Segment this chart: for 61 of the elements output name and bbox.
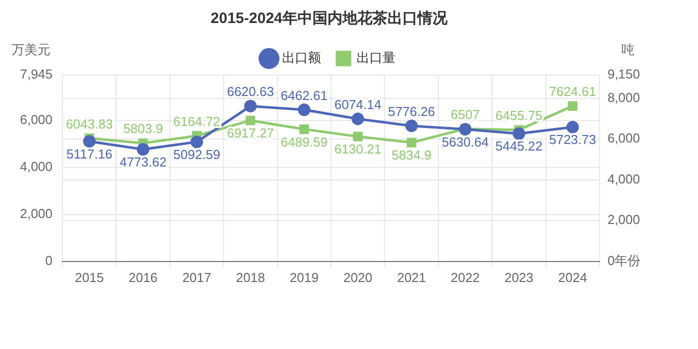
y-axis-title: 万美元	[12, 42, 51, 58]
y2-tick-label: 9,150	[607, 66, 640, 82]
y-tick-label: 6,000	[20, 112, 53, 128]
x-tick-label: 2016	[128, 270, 158, 285]
x-tick-label: 2015	[74, 270, 104, 285]
y-tick-label: 2,000	[20, 206, 53, 222]
x-tick-label: 2023	[504, 270, 534, 285]
data-label: 6130.21	[334, 142, 382, 157]
x-tick-label: 2019	[290, 270, 319, 285]
y-tick-label: 0	[45, 252, 53, 268]
point	[405, 120, 418, 132]
data-label: 5834.9	[392, 148, 432, 163]
point	[246, 116, 256, 126]
data-label: 6489.59	[280, 134, 328, 150]
x-tick-label: 2024	[558, 270, 588, 285]
y2-axis-title: 吨	[621, 42, 634, 58]
point	[512, 127, 526, 140]
data-label: 5092.59	[173, 147, 220, 162]
y-tick-label: 7,945	[20, 66, 53, 82]
point	[244, 100, 257, 112]
y2-tick-label: 8,000	[607, 90, 640, 106]
y2-tick-label: 4,000	[607, 171, 640, 186]
data-label: 5630.64	[442, 134, 489, 150]
y-tick-label: 4,000	[20, 159, 53, 174]
data-label: 6507	[450, 106, 480, 122]
data-label: 5117.16	[66, 146, 112, 162]
chart-title: 2015-2024年中国内地花茶出口情况	[210, 10, 448, 28]
point	[190, 136, 204, 148]
data-label: 4773.62	[120, 154, 167, 170]
point	[406, 138, 416, 148]
x-tick-label: 2022	[450, 270, 480, 285]
y2-tick-label: 0	[607, 252, 615, 268]
y2-tick-label: 6,000	[607, 130, 640, 146]
data-label: 6043.83	[66, 116, 113, 132]
data-label: 5803.9	[123, 121, 163, 136]
data-label: 7624.61	[549, 84, 596, 100]
point	[353, 132, 363, 142]
data-label: 5445.22	[495, 138, 542, 154]
legend-label: 出口额	[282, 50, 321, 66]
point	[566, 120, 579, 134]
x-tick-label: 2020	[343, 270, 372, 285]
point	[568, 101, 578, 111]
data-label: 6917.27	[226, 126, 274, 141]
x-tick-label: 2017	[182, 270, 212, 285]
point	[352, 112, 364, 126]
data-label: 6620.63	[226, 84, 274, 100]
x-tick-label: 2018	[236, 270, 265, 285]
data-label: 5776.26	[388, 104, 436, 119]
data-label: 6462.61	[280, 88, 328, 103]
point	[298, 104, 310, 116]
x-tick-label: 2021	[397, 270, 426, 285]
x-axis-title: 年份	[614, 252, 641, 268]
data-label: 6164.72	[173, 114, 220, 129]
y2-tick-label: 2,000	[607, 212, 640, 228]
data-label: 6074.14	[334, 96, 382, 112]
legend-label: 出口量	[356, 50, 396, 66]
data-label: 6455.75	[495, 108, 542, 123]
point	[136, 143, 150, 156]
point	[299, 124, 309, 134]
point	[83, 135, 96, 148]
data-label: 5723.73	[549, 132, 596, 148]
